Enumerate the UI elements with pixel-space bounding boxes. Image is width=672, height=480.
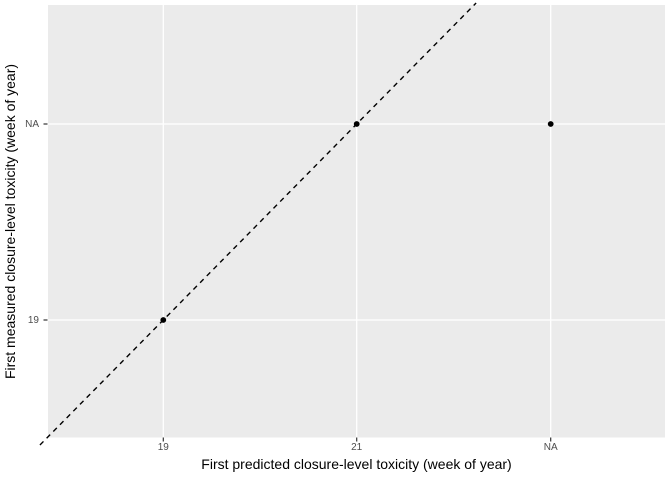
x-axis-title: First predicted closure-level toxicity (… [201,456,512,472]
data-point-21-NA [353,121,360,127]
y-axis-title: First measured closure-level toxicity (w… [2,63,19,380]
data-points [160,121,554,323]
data-point-NA-NA [547,121,554,127]
data-point-19-19 [160,317,167,323]
x-tick-label-na: NA [543,442,558,453]
gridlines [48,5,665,438]
axis-tick-marks [43,123,552,442]
identity-dashed-line [39,2,477,446]
y-tick-label-19: 19 [27,314,39,326]
identity-line-group [39,2,477,446]
y-axis-title-box: First measured closure-level toxicity (w… [2,5,19,438]
y-tick-label-na: NA [25,118,39,130]
x-tick-label-19: 19 [157,442,169,453]
x-tick-label-21: 21 [351,442,363,453]
